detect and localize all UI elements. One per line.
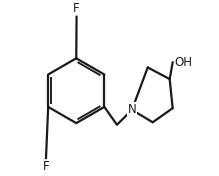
Text: N: N <box>127 103 136 116</box>
Text: OH: OH <box>174 56 192 69</box>
Text: F: F <box>43 160 49 173</box>
Text: F: F <box>73 2 80 15</box>
